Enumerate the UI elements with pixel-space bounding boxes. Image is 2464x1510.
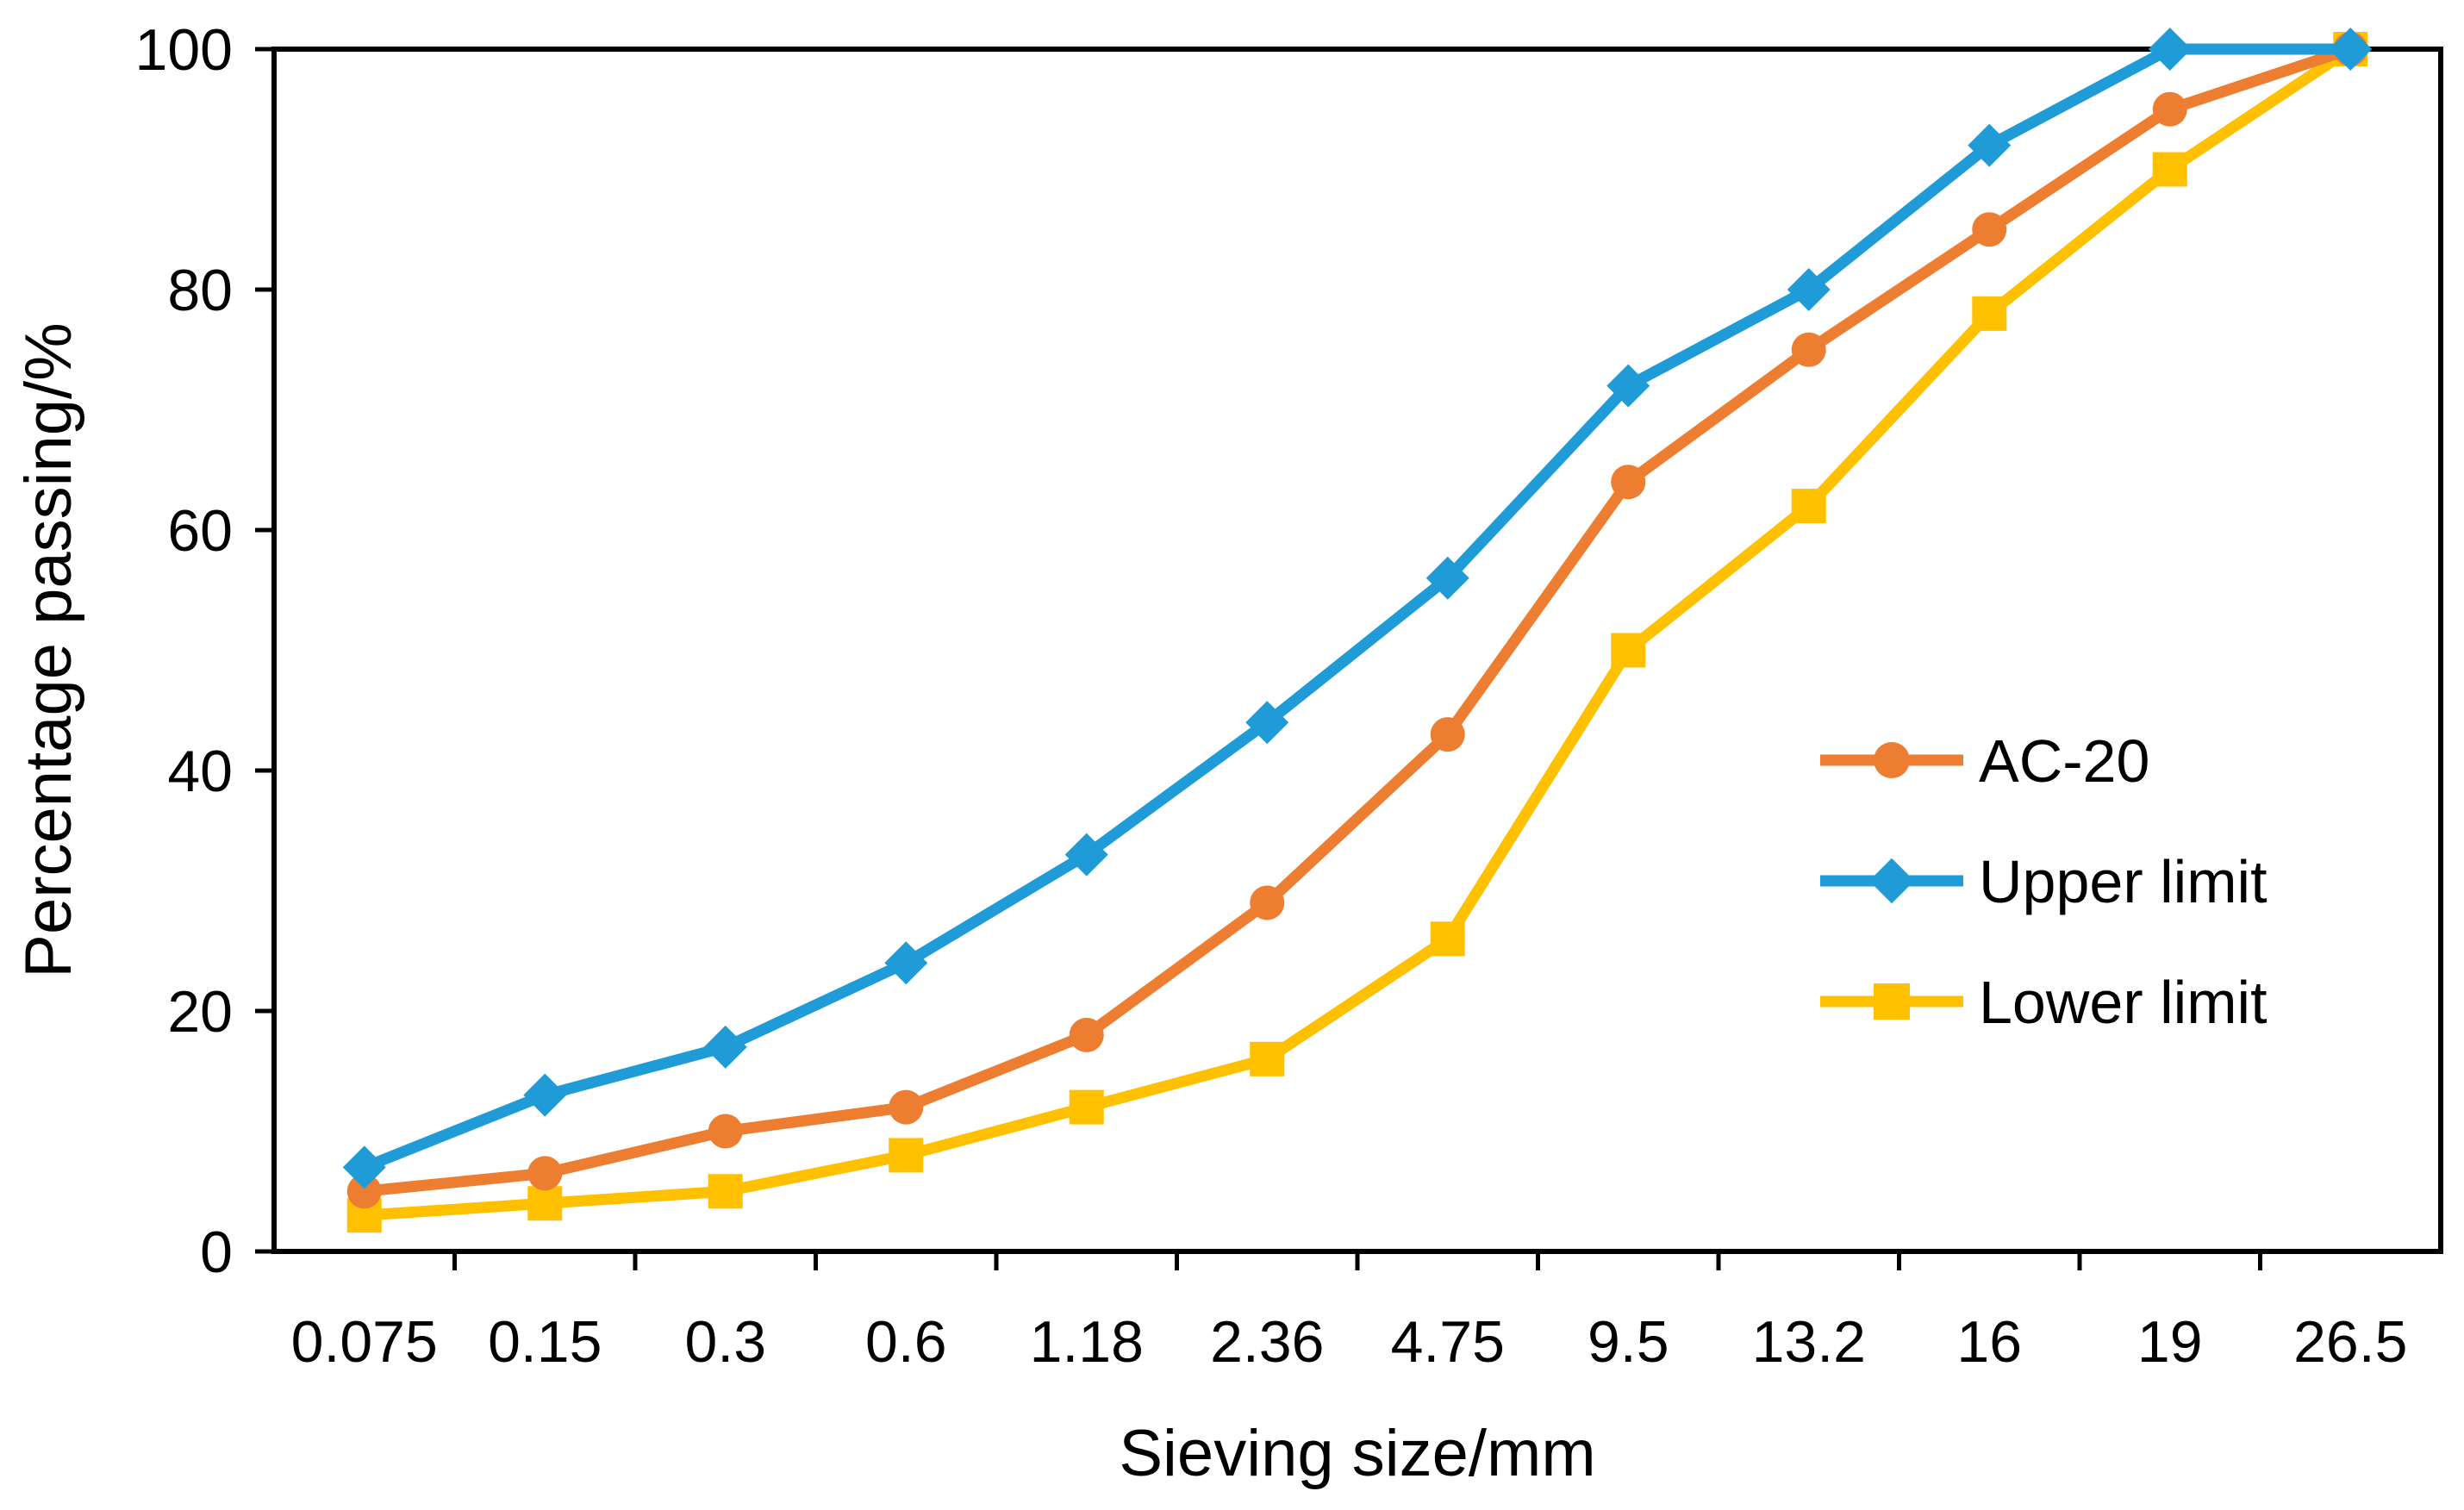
data-point-upper-limit	[1787, 268, 1831, 311]
data-point-upper-limit	[1425, 556, 1469, 600]
series-layer	[342, 28, 2373, 1233]
legend-item-lower-limit: Lower limit	[1820, 969, 2268, 1036]
axes: 0.075 0.15 0.3 0.6 1.18 2.36 4.75 9.5 13.2 16 19 26…	[135, 17, 2443, 1375]
y-tick-label: 40	[167, 739, 233, 804]
data-point-ac-20	[527, 1156, 563, 1191]
data-point-ac-20	[708, 1114, 743, 1149]
data-point-upper-limit	[342, 1145, 386, 1189]
data-point-upper-limit	[1245, 701, 1289, 745]
y-axis-title: Percentage passing/%	[12, 322, 85, 977]
x-tick-label: 0.3	[684, 1309, 766, 1375]
data-point-lower-limit	[1972, 296, 2007, 331]
legend-label: AC-20	[1979, 727, 2149, 795]
series-line-ac-20	[359, 43, 2356, 1197]
data-point-upper-limit	[884, 941, 928, 985]
data-point-ac-20	[1250, 885, 1285, 920]
data-point-ac-20	[1791, 332, 1826, 367]
data-point-lower-limit	[1430, 921, 1465, 957]
legend-item-upper-limit: Upper limit	[1820, 848, 2268, 915]
y-tick-label: 80	[167, 258, 233, 323]
y-tick-label: 60	[167, 498, 233, 564]
data-point-ac-20	[2152, 91, 2187, 127]
x-tick-label: 16	[1956, 1309, 2022, 1375]
legend-item-ac-20: AC-20	[1820, 727, 2149, 795]
data-point-ac-20	[889, 1089, 924, 1125]
legend-swatch-marker	[1874, 983, 1910, 1020]
y-tick-label: 0	[200, 1220, 233, 1285]
x-axis-title: Sieving size/mm	[1119, 1417, 1595, 1490]
data-point-lower-limit	[1069, 1089, 1104, 1125]
x-tick-label: 4.75	[1391, 1309, 1505, 1375]
legend: AC-20 Upper limit Lower limit	[1820, 727, 2268, 1036]
data-point-upper-limit	[1064, 833, 1108, 877]
legend-swatch-marker	[1868, 858, 1915, 904]
x-tick-label: 19	[2137, 1309, 2203, 1375]
x-tick-label: 26.5	[2293, 1309, 2407, 1375]
legend-swatch-marker	[1874, 742, 1910, 778]
x-tick-label: 0.15	[488, 1309, 602, 1375]
series-lower-limit	[346, 32, 2368, 1233]
data-point-lower-limit	[889, 1138, 924, 1173]
data-point-lower-limit	[1791, 489, 1826, 524]
data-point-upper-limit	[703, 1025, 747, 1069]
data-point-ac-20	[1430, 717, 1465, 752]
data-point-upper-limit	[1606, 364, 1650, 408]
series-line-upper-limit	[359, 43, 2356, 1173]
y-tick-label: 100	[135, 17, 233, 83]
x-tick-label: 1.18	[1030, 1309, 1144, 1375]
x-tick-label: 0.075	[291, 1309, 438, 1375]
x-tick-label: 2.36	[1210, 1309, 1324, 1375]
series-upper-limit	[342, 28, 2373, 1189]
x-tick-label: 13.2	[1752, 1309, 1866, 1375]
data-point-ac-20	[1611, 465, 1646, 500]
data-point-upper-limit	[1968, 123, 2012, 167]
x-tick-label: 0.6	[865, 1309, 947, 1375]
series-line-lower-limit	[359, 43, 2356, 1221]
data-point-upper-limit	[2148, 28, 2192, 71]
legend-label: Upper limit	[1979, 848, 2268, 915]
data-point-lower-limit	[708, 1174, 743, 1209]
data-point-lower-limit	[1611, 633, 1646, 668]
data-point-ac-20	[1069, 1017, 1104, 1052]
legend-label: Lower limit	[1979, 969, 2268, 1036]
data-point-lower-limit	[1250, 1041, 1285, 1076]
data-point-lower-limit	[2152, 152, 2187, 187]
data-point-ac-20	[1972, 212, 2007, 247]
x-tick-label: 9.5	[1588, 1309, 1669, 1375]
data-point-lower-limit	[527, 1186, 563, 1221]
y-tick-label: 20	[167, 979, 233, 1045]
data-point-ac-20	[346, 1174, 382, 1209]
data-point-upper-limit	[523, 1073, 567, 1117]
data-point-upper-limit	[2329, 28, 2373, 71]
